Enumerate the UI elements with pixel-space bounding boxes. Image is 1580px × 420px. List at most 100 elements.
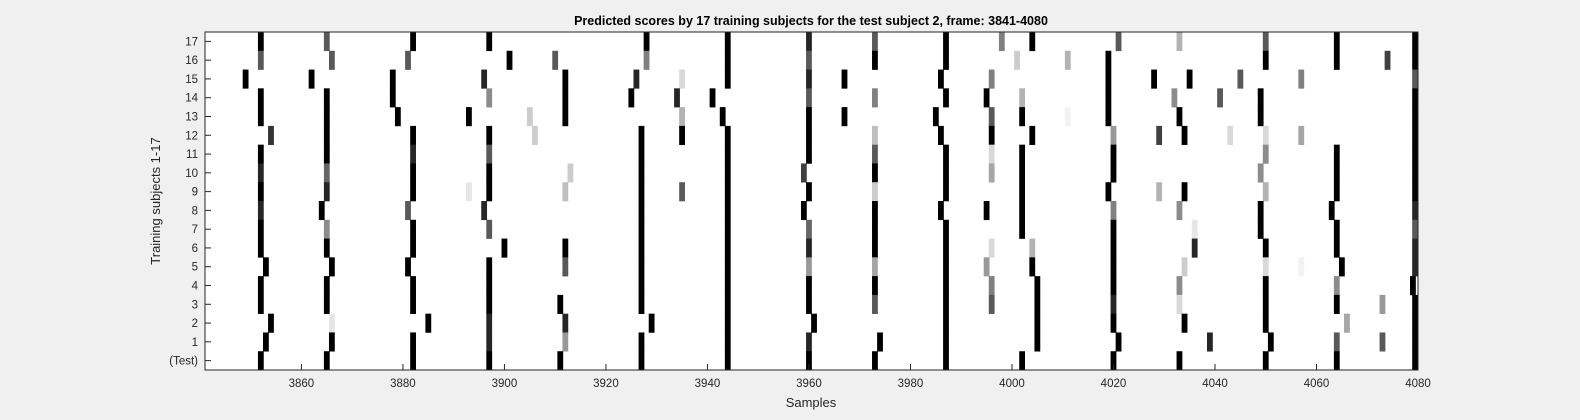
heatmap-cell (943, 313, 949, 333)
heatmap-cell (425, 313, 432, 333)
heatmap-cell (410, 276, 416, 296)
heatmap-cell (1110, 219, 1117, 239)
heatmap-cell (988, 238, 995, 258)
y-tick-label: 12 (185, 130, 198, 142)
y-tick-label: 13 (185, 112, 198, 124)
heatmap-cell (724, 257, 731, 277)
heatmap-cell (1019, 219, 1026, 239)
heatmap-row (257, 201, 1418, 221)
heatmap-cell (410, 294, 416, 314)
heatmap-cell (872, 219, 878, 239)
heatmap-cell (724, 144, 731, 164)
y-tick-label: 17 (185, 36, 198, 48)
heatmap-cell (1333, 294, 1340, 314)
heatmap-cell (268, 125, 274, 145)
y-tick-label: 2 (192, 318, 198, 330)
heatmap-row (257, 144, 1418, 164)
y-axis-ticks: 17 16 15 14 13 12 11 10 9 8 7 6 5 4 3 2 1 (Test) (169, 36, 211, 368)
heatmap-cell (806, 257, 812, 277)
y-tick-label: 14 (185, 93, 198, 105)
heatmap-cell (877, 332, 883, 352)
plot-frame (204, 31, 1419, 371)
heatmap-cell (841, 107, 848, 127)
heatmap-cell (1333, 219, 1340, 239)
x-tick-label: 4060 (1304, 378, 1330, 390)
heatmap-cell (1110, 144, 1117, 164)
heatmap-cell (1412, 313, 1418, 333)
heatmap-cell (872, 32, 878, 52)
heatmap-cell (410, 332, 416, 352)
x-axis-ticks: 3860 3880 3900 3920 3940 3960 3980 4000 4020 4040… (289, 364, 1431, 390)
heatmap-cell (724, 201, 731, 221)
heatmap-row (268, 125, 1418, 145)
heatmap-cell (943, 50, 949, 70)
heatmap-cell (806, 294, 812, 314)
heatmap-cell (943, 257, 949, 277)
heatmap-cell (1156, 182, 1163, 202)
heatmap-cell (405, 50, 411, 70)
heatmap-cell (1333, 144, 1340, 164)
heatmap-cell (1379, 332, 1386, 352)
heatmap-cell (242, 69, 249, 89)
heatmap-cell (486, 313, 493, 333)
y-tick-label: 10 (185, 168, 198, 180)
heatmap-cell (1257, 219, 1264, 239)
heatmap-cell (806, 107, 812, 127)
heatmap-row (257, 107, 1418, 127)
heatmap-cell (1105, 182, 1112, 202)
heatmap-cell (1181, 257, 1188, 277)
heatmap-cell (872, 50, 878, 70)
heatmap-row (257, 163, 1418, 183)
heatmap-cell (806, 219, 812, 239)
heatmap-cell (323, 294, 330, 314)
heatmap-cell (1262, 257, 1269, 277)
heatmap-cell (724, 276, 731, 296)
heatmap-cell (1019, 182, 1026, 202)
heatmap-cell (1227, 125, 1234, 145)
heatmap-cell (943, 32, 949, 52)
heatmap-cell (709, 88, 716, 108)
heatmap-cell (410, 351, 416, 371)
heatmap-cell (724, 69, 731, 89)
y-tick-label: 9 (192, 187, 198, 199)
heatmap-cell (526, 107, 533, 127)
heatmap-cell (257, 219, 264, 239)
heatmap-cell (1171, 88, 1178, 108)
heatmap-cell (410, 163, 416, 183)
y-tick-label: (Test) (169, 356, 198, 368)
heatmap-cell (1110, 276, 1117, 296)
heatmap-cell (323, 351, 330, 371)
heatmap-cell (410, 32, 416, 52)
heatmap-cell (486, 351, 493, 371)
heatmap-cell (724, 332, 731, 352)
heatmap-cell (257, 163, 264, 183)
y-tick-label: 15 (185, 74, 198, 86)
heatmap-cell (872, 201, 878, 221)
heatmap-cell (638, 238, 645, 258)
heatmap-cell (1105, 107, 1112, 127)
heatmap-cell (1412, 219, 1418, 239)
heatmap-cell (1262, 276, 1269, 296)
heatmap-cell (466, 182, 472, 202)
heatmap-cell (257, 182, 264, 202)
x-tick-label: 4040 (1202, 378, 1228, 390)
x-tick-label: 4020 (1101, 378, 1127, 390)
heatmap-cell (943, 276, 949, 296)
heatmap-cell (1034, 332, 1041, 352)
heatmap-cell (988, 125, 995, 145)
heatmap-cell (679, 69, 685, 89)
heatmap-cell (1019, 163, 1026, 183)
heatmap-cell (806, 125, 812, 145)
heatmap-cell (410, 238, 416, 258)
heatmap-cell (679, 182, 685, 202)
heatmap-cell (1262, 125, 1269, 145)
heatmap-cell (323, 182, 330, 202)
heatmap-cell (1105, 50, 1112, 70)
heatmap-cell (389, 88, 396, 108)
heatmap-cell (872, 257, 878, 277)
heatmap-cell (1298, 69, 1305, 89)
heatmap-row (268, 313, 1418, 333)
heatmap-cell (806, 50, 812, 70)
heatmap-cell (323, 144, 330, 164)
heatmap-cell (323, 219, 330, 239)
